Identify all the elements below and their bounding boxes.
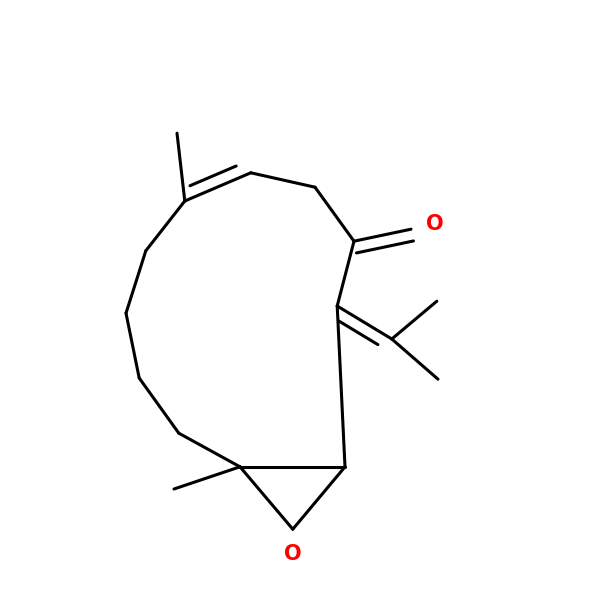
Text: O: O [284, 544, 302, 564]
Text: O: O [426, 214, 443, 235]
